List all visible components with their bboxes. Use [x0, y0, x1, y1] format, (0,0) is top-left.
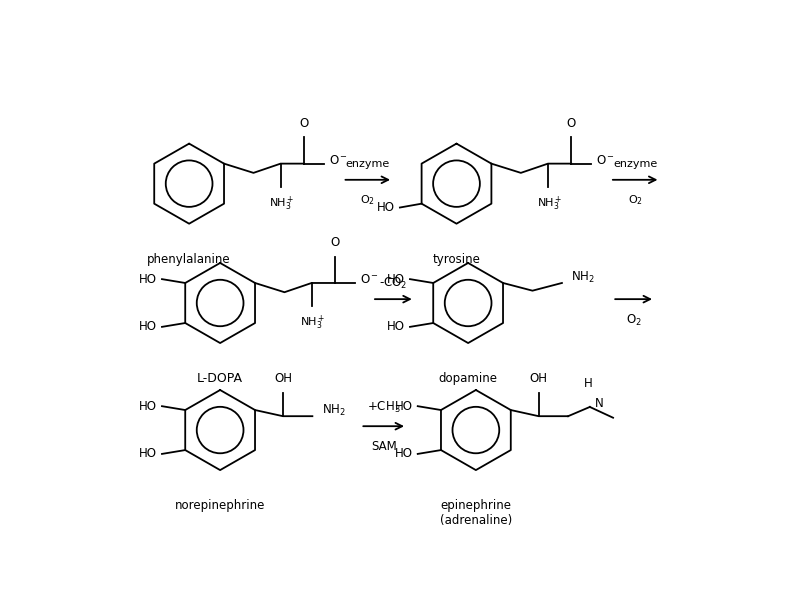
Text: O$^-$: O$^-$ — [360, 274, 378, 286]
Text: HO: HO — [395, 448, 413, 460]
Text: enzyme: enzyme — [613, 159, 658, 169]
Text: HO: HO — [139, 400, 158, 413]
Text: +CH$_3$: +CH$_3$ — [367, 400, 401, 415]
Text: HO: HO — [387, 320, 406, 334]
Text: HO: HO — [387, 272, 406, 286]
Text: O$^-$: O$^-$ — [596, 154, 615, 167]
Text: HO: HO — [395, 400, 413, 413]
Text: O: O — [566, 117, 576, 130]
Text: phenylalanine: phenylalanine — [147, 253, 231, 266]
Text: NH$_3^+$: NH$_3^+$ — [270, 194, 295, 213]
Text: O$_2$: O$_2$ — [626, 313, 642, 328]
Text: dopamine: dopamine — [438, 372, 498, 385]
Text: HO: HO — [139, 272, 158, 286]
Text: -CO$_2$: -CO$_2$ — [379, 277, 407, 292]
Text: norepinephrine: norepinephrine — [175, 499, 266, 512]
Text: NH$_2$: NH$_2$ — [571, 270, 595, 285]
Text: L-DOPA: L-DOPA — [197, 372, 243, 385]
Text: OH: OH — [274, 373, 292, 385]
Text: HO: HO — [139, 320, 158, 334]
Text: NH$_3^+$: NH$_3^+$ — [300, 314, 326, 332]
Text: enzyme: enzyme — [346, 159, 390, 169]
Text: O$^-$: O$^-$ — [329, 154, 348, 167]
Text: OH: OH — [530, 373, 548, 385]
Text: epinephrine
(adrenaline): epinephrine (adrenaline) — [440, 499, 512, 527]
Text: SAM: SAM — [371, 440, 397, 453]
Text: H: H — [584, 377, 593, 390]
Text: NH$_2$: NH$_2$ — [322, 403, 346, 418]
Text: HO: HO — [139, 448, 158, 460]
Text: O: O — [299, 117, 309, 130]
Text: HO: HO — [378, 201, 395, 214]
Text: tyrosine: tyrosine — [433, 253, 481, 266]
Text: O$_2$: O$_2$ — [628, 194, 642, 208]
Text: NH$_3^+$: NH$_3^+$ — [537, 194, 562, 213]
Text: O: O — [330, 236, 339, 249]
Text: N: N — [594, 397, 603, 410]
Text: O$_2$: O$_2$ — [360, 194, 375, 208]
